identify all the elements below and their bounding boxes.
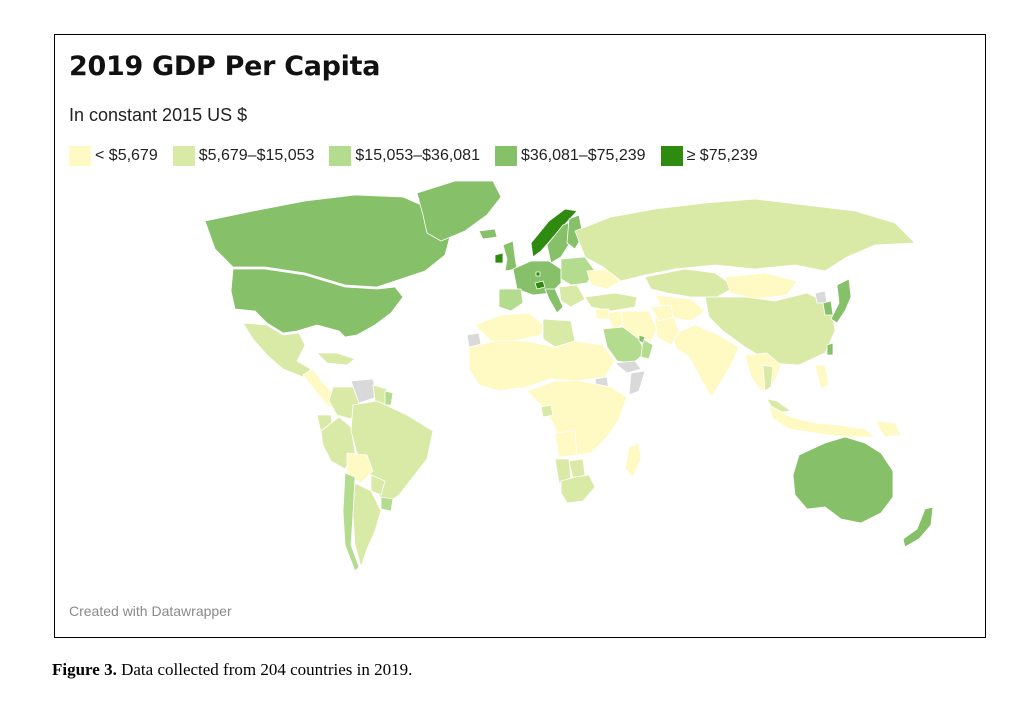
region-new-zealand (902, 506, 934, 548)
region-indonesia (768, 404, 876, 438)
legend: < $5,679 $5,679–$15,053 $15,053–$36,081 … (69, 146, 773, 166)
region-angola (554, 430, 578, 458)
caption-text: Data collected from 204 countries in 201… (116, 660, 413, 679)
legend-swatch (660, 146, 683, 166)
region-canada (204, 194, 452, 288)
credit-text: Created with Datawrapper (69, 603, 232, 619)
legend-label: $15,053–$36,081 (355, 147, 480, 164)
region-iceland (478, 228, 498, 240)
region-botswana (568, 458, 586, 480)
legend-item: < $5,679 (69, 146, 158, 166)
region-switzerland (534, 280, 546, 290)
region-south-korea (822, 300, 834, 316)
figure-caption: Figure 3. Data collected from 204 countr… (52, 660, 412, 680)
chart-subtitle: In constant 2015 US $ (69, 105, 248, 125)
world-map (204, 180, 934, 572)
region-philippines (814, 364, 830, 390)
legend-label: $5,679–$15,053 (198, 147, 315, 164)
region-western-europe (512, 260, 562, 296)
region-thailand (762, 364, 774, 392)
region-southeast-asia (744, 352, 782, 392)
region-madagascar (624, 442, 642, 478)
legend-item: $15,053–$36,081 (329, 146, 480, 166)
chart-frame: 2019 GDP Per Capita In constant 2015 US … (54, 34, 986, 638)
region-balkans (558, 284, 586, 308)
region-russia (574, 198, 916, 282)
legend-swatch (494, 146, 517, 166)
region-mexico (242, 322, 312, 378)
legend-label: ≥ $75,239 (686, 147, 758, 164)
region-saudi-arabia (602, 326, 646, 364)
region-paraguay (370, 474, 386, 496)
region-bolivia (346, 452, 374, 484)
region-south-africa (560, 474, 596, 504)
legend-swatch (329, 146, 352, 166)
region-united-states (230, 268, 404, 338)
legend-swatch (172, 146, 195, 166)
region-india (670, 324, 740, 398)
region-norway (530, 208, 578, 258)
region-somalia (628, 370, 646, 396)
region-china (704, 292, 836, 366)
region-central-east-africa (526, 380, 628, 456)
region-kazakhstan (644, 268, 736, 298)
region-uruguay (380, 496, 394, 512)
region-french-guiana (384, 390, 394, 406)
region-japan (830, 278, 852, 324)
region-australia (792, 436, 894, 524)
region-greenland (416, 180, 502, 242)
region-gabon (540, 404, 554, 418)
region-italy (544, 288, 564, 314)
region-taiwan (826, 342, 834, 356)
legend-label: $36,081–$75,239 (520, 147, 646, 164)
region-ireland (494, 252, 504, 264)
region-oman (640, 338, 654, 360)
region-luxembourg (535, 271, 541, 277)
region-yemen (614, 360, 642, 374)
caption-label: Figure 3. (52, 660, 117, 679)
region-turkey (584, 292, 638, 312)
legend-swatch (69, 146, 91, 166)
region-united-kingdom (502, 240, 518, 272)
region-iberia (498, 288, 524, 312)
legend-item: ≥ $75,239 (660, 146, 758, 166)
region-argentina (352, 482, 382, 568)
region-mongolia (724, 272, 798, 300)
region-papua-new-guinea (874, 420, 902, 438)
legend-item: $5,679–$15,053 (172, 146, 315, 166)
region-north-korea (814, 290, 828, 304)
region-iraq (606, 310, 624, 330)
region-north-africa (474, 312, 544, 342)
region-syria (594, 308, 610, 320)
chart-title: 2019 GDP Per Capita (69, 51, 381, 82)
region-afghanistan (650, 304, 674, 322)
legend-label: < $5,679 (95, 147, 158, 164)
legend-item: $36,081–$75,239 (494, 146, 646, 166)
region-brazil (350, 400, 434, 506)
region-uae (638, 334, 646, 344)
region-caribbean (316, 352, 356, 366)
